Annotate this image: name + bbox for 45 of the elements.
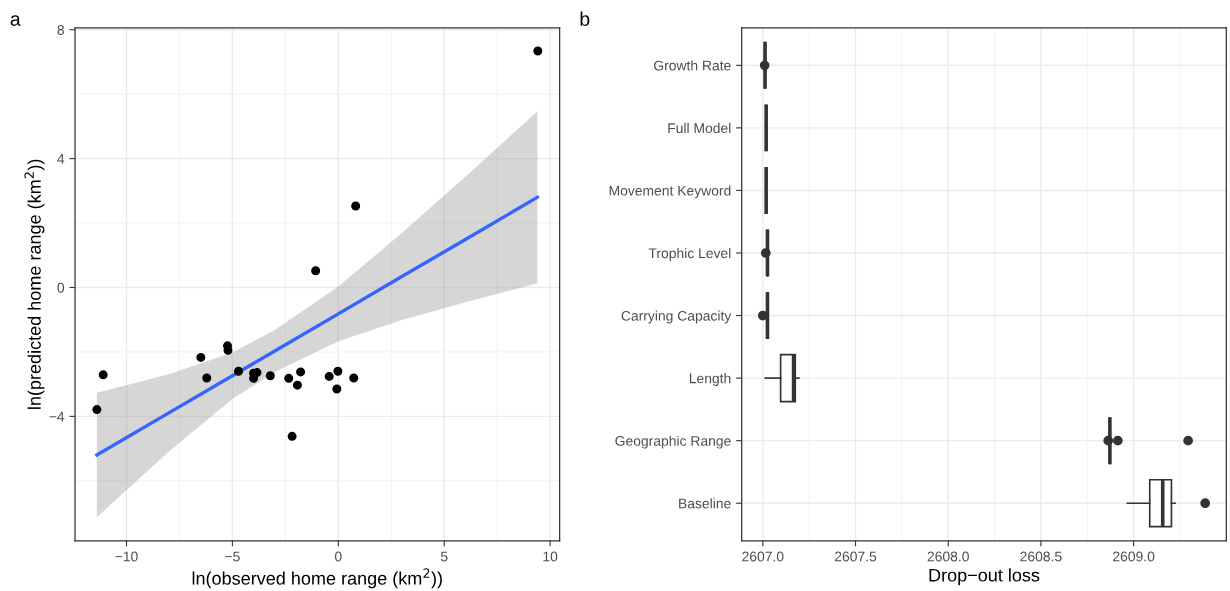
x-tick-label: 0 — [334, 551, 342, 562]
x-tick-label: 5 — [440, 551, 448, 562]
x-tick-label: 10 — [543, 551, 558, 562]
point — [351, 201, 361, 211]
x-tick-label: 2609.0 — [1113, 551, 1155, 562]
point — [311, 266, 321, 276]
y-tick-label: −4 — [49, 411, 65, 422]
x-tick-label: 2607.5 — [834, 551, 877, 562]
point — [287, 431, 297, 441]
x-tick-label: −5 — [225, 551, 240, 562]
point — [533, 46, 543, 56]
x-tick-label: 2607.0 — [742, 551, 784, 562]
point — [196, 352, 206, 362]
y-tick-label: Full Model — [668, 122, 731, 134]
y-tick-label: 8 — [57, 25, 65, 35]
x-tick-label: 2608.5 — [1020, 551, 1062, 562]
chart-title: a — [10, 15, 21, 26]
point — [349, 373, 359, 383]
y-axis-title: ln(predicted home range (km$^{2}$)) — [24, 159, 45, 409]
point — [98, 370, 108, 380]
point — [333, 366, 343, 376]
y-tick-label: Trophic Level — [648, 247, 731, 261]
line-series — [95, 195, 540, 457]
x-tick-label: −10 — [115, 551, 138, 562]
x-axis-title: ln(observed home range (km$^{2}$)) — [192, 568, 442, 589]
point — [202, 373, 212, 383]
x-axis-title: Drop−out loss — [929, 568, 1040, 586]
y-tick-label: Baseline — [679, 498, 731, 509]
point — [292, 380, 302, 390]
y-tick-label: Length — [689, 373, 731, 387]
point — [284, 373, 294, 383]
point — [296, 367, 306, 377]
x-tick-label: 2608.0 — [927, 551, 969, 562]
point — [332, 384, 342, 394]
y-tick-label: Growth Rate — [654, 60, 731, 71]
y-tick-label: Movement Keyword — [609, 185, 731, 199]
point — [265, 371, 275, 381]
point — [92, 405, 102, 415]
y-tick-label: 0 — [57, 282, 65, 293]
text: b — [580, 11, 590, 26]
y-tick-label: Geographic Range — [615, 435, 731, 449]
y-tick-label: Carrying Capacity — [621, 310, 732, 324]
point — [234, 366, 244, 376]
y-tick-label: 4 — [57, 154, 65, 164]
point — [324, 371, 334, 381]
